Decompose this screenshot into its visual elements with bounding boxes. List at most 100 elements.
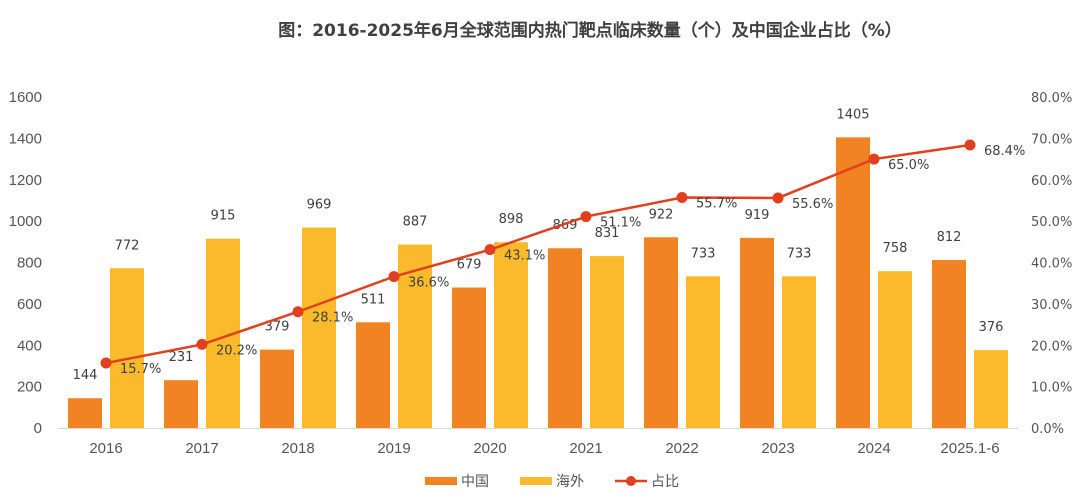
left-axis-tick-label: 0 [34,420,42,437]
overseas-bar-label: 772 [115,238,140,253]
right-axis-tick-label: 50.0% [1031,215,1072,230]
china-bar [68,398,102,428]
legend-overseas-swatch [520,477,552,485]
china-bar [932,260,966,428]
right-axis-ticks: 0.0% 10.0% 20.0% 30.0% 40.0% 50.0% 60.0% 70.0% 8… [1031,91,1072,437]
share-label: 55.6% [792,197,833,212]
right-axis-tick-label: 30.0% [1031,298,1072,313]
right-axis-tick-label: 80.0% [1031,91,1072,106]
bars [68,137,1008,428]
china-bar [644,237,678,428]
share-label: 65.0% [888,158,929,173]
china-bar [356,322,390,428]
share-label: 15.7% [120,362,161,377]
left-axis-tick-label: 200 [17,379,42,396]
overseas-bar-label: 733 [691,246,716,261]
overseas-bar [974,350,1008,428]
china-bar-label: 511 [361,292,386,307]
china-bar-label: 679 [457,258,482,273]
overseas-bar [686,276,720,428]
china-bar-label: 922 [649,207,674,222]
x-axis-tick-label: 2019 [377,440,410,457]
legend-share-marker-swatch [626,476,636,486]
share-label: 43.1% [504,249,545,264]
overseas-bar-label: 376 [979,320,1004,335]
legend-label: 占比 [651,474,679,490]
share-label: 20.2% [216,343,257,358]
right-axis-tick-label: 20.0% [1031,339,1072,354]
x-axis-tick-label: 2020 [473,440,506,457]
legend-label: 中国 [461,474,489,490]
share-marker [292,306,304,318]
share-label: 68.4% [984,144,1025,159]
share-label: 51.1% [600,216,641,231]
x-axis-tick-label: 2018 [281,440,314,457]
x-axis-tick-label: 2021 [569,440,602,457]
right-axis-tick-label: 10.0% [1031,381,1072,396]
overseas-bar [878,271,912,428]
china-bar-label: 919 [745,208,770,223]
china-bar-label: 144 [73,368,98,383]
x-axis-tick-label: 2023 [761,440,794,457]
overseas-bar-label: 898 [499,212,524,227]
overseas-bar [398,244,432,428]
x-axis-tick-label: 2017 [185,440,218,457]
share-line-series: 15.7% 20.2% 28.1% 36.6% 43.1% 51.1% 55.7% 55.6%… [100,139,1025,377]
legend: 中国 海外 占比 [425,474,679,490]
china-bar-label: 1405 [836,107,869,122]
china-bar [452,287,486,428]
overseas-bar [494,242,528,428]
chart-title: 图：2016-2025年6月全球范围内热门靶点临床数量（个）及中国企业占比（%） [278,21,902,41]
share-marker [580,211,592,223]
left-axis-tick-label: 1000 [9,213,42,230]
legend-label: 海外 [556,474,584,490]
share-marker [868,153,880,165]
overseas-bar [590,256,624,428]
left-axis-tick-label: 800 [17,255,42,272]
china-bar [836,137,870,428]
x-axis-tick-label: 2024 [857,440,890,457]
overseas-bar-label: 915 [211,209,236,224]
share-marker [100,357,112,369]
overseas-bar-label: 733 [787,246,812,261]
overseas-bar-label: 831 [595,226,620,241]
legend-china-swatch [425,477,457,485]
x-axis-tick-label: 2022 [665,440,698,457]
china-bar-label: 812 [937,230,962,245]
share-marker [388,271,400,283]
china-bar [740,237,774,428]
left-axis-tick-label: 600 [17,296,42,313]
china-bar [548,248,582,428]
right-axis-tick-label: 0.0% [1031,422,1064,437]
overseas-bar [302,227,336,428]
right-axis-tick-label: 70.0% [1031,132,1072,147]
overseas-bar [110,268,144,428]
overseas-bar-label: 758 [883,241,908,256]
left-axis-tick-label: 400 [17,337,42,354]
left-axis-tick-label: 1600 [9,89,42,106]
share-line [105,143,971,365]
china-bar-label: 379 [265,320,290,335]
overseas-bar-label: 887 [403,215,428,230]
share-marker [196,338,208,350]
x-axis-tick-label: 2016 [89,440,122,457]
share-label: 36.6% [408,276,449,291]
china-bar-label: 231 [169,350,194,365]
x-axis-ticks: 2016 2017 2018 2019 2020 2021 2022 2023 2024 2025… [89,440,999,457]
share-marker [772,192,784,204]
share-marker [964,139,976,151]
china-bar [260,349,294,428]
share-marker [484,244,496,256]
x-axis-tick-label: 2025.1-6 [940,440,999,457]
left-axis-tick-label: 1200 [9,172,42,189]
share-marker [676,192,688,204]
left-axis-ticks: 0 200 400 600 800 1000 1200 1400 1600 [9,89,42,437]
left-axis-tick-label: 1400 [9,130,42,147]
share-label: 55.7% [696,197,737,212]
right-axis-tick-label: 60.0% [1031,174,1072,189]
right-axis-tick-label: 40.0% [1031,257,1072,272]
share-label: 28.1% [312,311,353,326]
china-bar [164,380,198,428]
